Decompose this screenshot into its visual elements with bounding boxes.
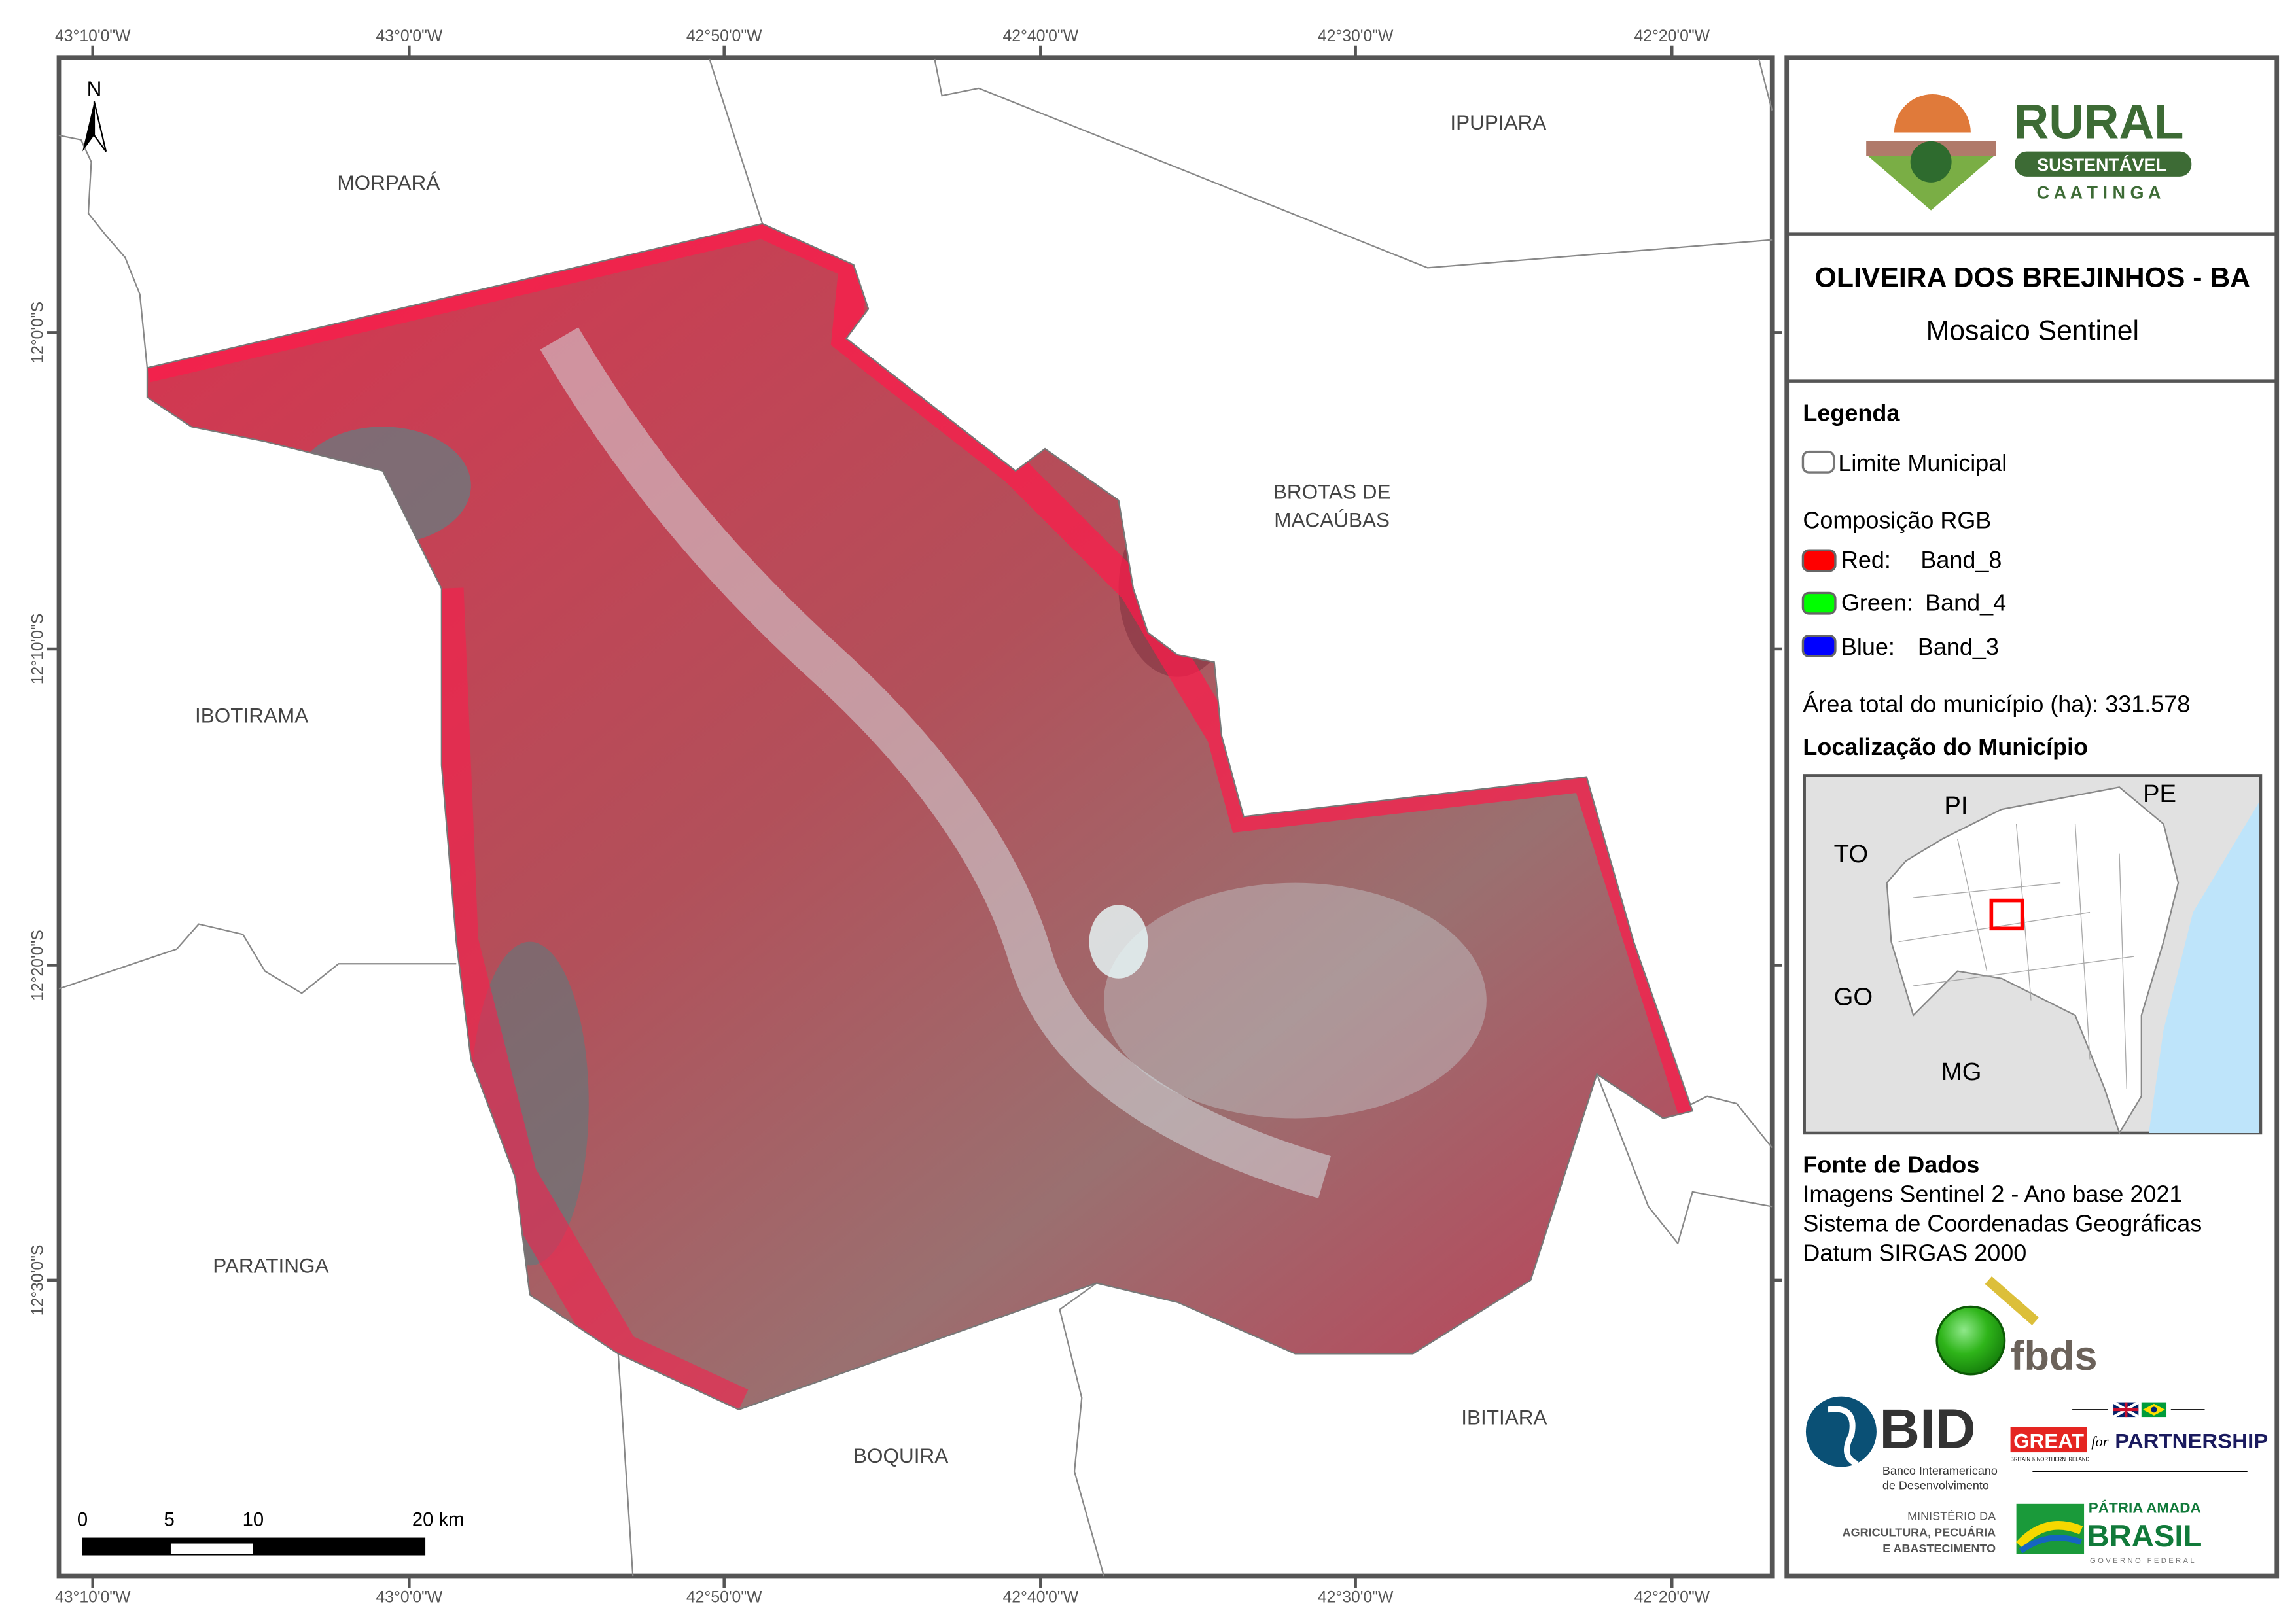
limite-swatch (1801, 450, 1835, 474)
bottom-tick-label: 43°10'0"W (55, 1589, 131, 1607)
place-label-ibitiara: IBITIARA (1461, 1405, 1547, 1429)
municipal-boundaries (58, 58, 1773, 1577)
location-heading: Localização do Município (1803, 733, 2088, 760)
map-frame (56, 55, 1775, 1579)
scale-label: 20 km (412, 1510, 465, 1531)
scale-label: 5 (164, 1510, 175, 1531)
fbds-logo: fbds (1935, 1276, 2098, 1379)
legend-limite: Limite Municipal (1838, 449, 2007, 476)
top-tick-label: 42°40'0"W (1003, 27, 1079, 45)
top-tick-label: 42°50'0"W (686, 27, 762, 45)
logo-text: de Desenvolvimento (1882, 1478, 1989, 1492)
graticule-ticks (47, 45, 1782, 1588)
patria-amada-brasil-logo: PÁTRIA AMADA BRASIL GOVERNO FEDERAL (2016, 1499, 2202, 1565)
logo-text: for (2091, 1433, 2108, 1450)
state-label: MG (1941, 1058, 1982, 1086)
legend-area: Área total do município (ha): 331.578 (1803, 691, 2190, 718)
red-swatch (1801, 549, 1837, 572)
place-label-paratinga: PARATINGA (213, 1254, 328, 1278)
logo-text: BID (1879, 1398, 1975, 1460)
state-label: TO (1834, 840, 1868, 868)
left-tick-label: 12°30'0"S (29, 1245, 46, 1316)
top-tick-label: 42°30'0"W (1318, 27, 1394, 45)
logo-text: fbds (2011, 1333, 2098, 1379)
side-panel: RURAL SUSTENTÁVEL C A A T I N G A OLIVEI… (1784, 55, 2280, 1579)
logo-text: C A A T I N G A (2037, 183, 2161, 203)
place-label-brotas: BROTAS DE (1273, 480, 1391, 504)
logo-text: BRASIL (2087, 1519, 2202, 1554)
rural-sustentavel-logo: RURAL SUSTENTÁVEL C A A T I N G A (1866, 94, 2192, 211)
left-tick-label: 12°20'0"S (29, 930, 46, 1001)
bottom-tick-label: 42°40'0"W (1003, 1589, 1079, 1607)
map-subtitle: Mosaico Sentinel (1926, 315, 2139, 347)
logo-text: AGRICULTURA, PECUÁRIA (1843, 1525, 1996, 1539)
state-label: PI (1944, 792, 1968, 820)
great-partnership-logo: GREAT BRITAIN & NORTHERN IRELAND for PAR… (2011, 1401, 2268, 1472)
north-label: N (87, 77, 102, 100)
bottom-tick-label: 43°0'0"W (376, 1589, 442, 1607)
top-tick-label: 43°10'0"W (55, 27, 131, 45)
state-label: GO (1834, 983, 1873, 1011)
place-label-morpara: MORPARÁ (337, 171, 440, 194)
legend: Legenda Limite Municipal Composição RGB … (1801, 399, 2190, 760)
state-label: PE (2143, 780, 2176, 808)
data-source: Fonte de Dados Imagens Sentinel 2 - Ano … (1803, 1151, 2202, 1266)
logo-text: BRITAIN & NORTHERN IRELAND (2011, 1457, 2090, 1463)
legend-band: Band_4 (1925, 589, 2006, 616)
bottom-tick-label: 42°20'0"W (1634, 1589, 1710, 1607)
logo-text: RURAL (2014, 94, 2184, 148)
legend-channel: Red: (1841, 546, 1891, 573)
source-line: Imagens Sentinel 2 - Ano base 2021 (1803, 1181, 2182, 1208)
scale-bar: 0 5 10 20 km (77, 1510, 465, 1556)
blue-swatch (1801, 635, 1837, 657)
scale-label: 10 (243, 1510, 264, 1531)
logo-text: Banco Interamericano (1882, 1464, 1998, 1477)
place-label-boquira: BOQUIRA (853, 1444, 948, 1467)
place-label-ipupiara: IPUPIARA (1450, 111, 1546, 134)
location-highlight (1989, 898, 2024, 931)
legend-band: Band_3 (1918, 633, 1999, 660)
map-title: OLIVEIRA DOS BREJINHOS - BA (1815, 262, 2250, 294)
logo-text: MINISTÉRIO DA (1907, 1510, 1996, 1523)
legend-rgb-heading: Composição RGB (1803, 507, 1991, 534)
place-label-brotas: MACAÚBAS (1274, 508, 1390, 531)
left-tick-label: 12°10'0"S (29, 614, 46, 685)
ministerio-agricultura-logo: MINISTÉRIO DA AGRICULTURA, PECUÁRIA E AB… (1843, 1510, 1996, 1555)
source-heading: Fonte de Dados (1803, 1151, 1979, 1178)
left-tick-label: 12°0'0"S (29, 302, 46, 364)
logo-text: SUSTENTÁVEL (2037, 154, 2166, 175)
source-line: Sistema de Coordenadas Geográficas (1803, 1210, 2202, 1237)
logo-text: PARTNERSHIP (2115, 1429, 2268, 1452)
top-tick-label: 42°20'0"W (1634, 27, 1710, 45)
bid-logo: BID Banco Interamericano de Desenvolvime… (1805, 1396, 1998, 1492)
logo-text: E ABASTECIMENTO (1882, 1542, 1996, 1555)
place-label-ibotirama: IBOTIRAMA (195, 703, 308, 727)
logo-text: GREAT (2013, 1429, 2084, 1452)
location-inset-map: PI PE TO GO MG (1803, 774, 2263, 1135)
green-swatch (1801, 591, 1837, 615)
logo-text: GOVERNO FEDERAL (2090, 1557, 2197, 1565)
scale-label: 0 (77, 1510, 88, 1531)
top-tick-label: 43°0'0"W (376, 27, 442, 45)
legend-channel: Blue: (1841, 633, 1895, 660)
bottom-tick-label: 42°50'0"W (686, 1589, 762, 1607)
source-line: Datum SIRGAS 2000 (1803, 1240, 2026, 1266)
legend-channel: Green: (1841, 589, 1913, 616)
bottom-tick-label: 42°30'0"W (1318, 1589, 1394, 1607)
legend-heading: Legenda (1803, 399, 1900, 426)
logo-text: PÁTRIA AMADA (2089, 1499, 2201, 1516)
legend-band: Band_8 (1920, 546, 2002, 573)
